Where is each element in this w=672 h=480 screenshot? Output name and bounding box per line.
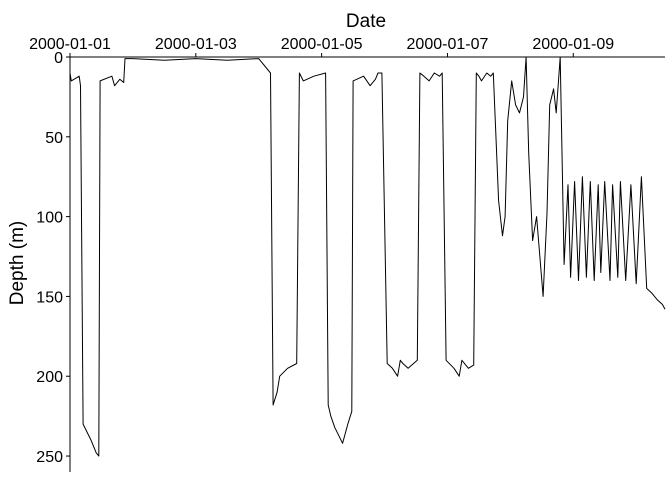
x-axis-ticks: 2000-01-01 2000-01-03 2000-01-05 2000-01-07… (29, 36, 614, 57)
y-axis-title: Depth (m) (7, 221, 28, 305)
y-tick-label: 200 (36, 369, 63, 386)
y-tick-label: 150 (36, 289, 63, 306)
y-tick-label: 0 (54, 50, 63, 67)
y-tick-label: 50 (45, 130, 63, 147)
x-axis-title: Date (346, 11, 386, 32)
x-tick-label: 2000-01-07 (407, 36, 489, 53)
y-axis-ticks: 0 50 100 150 200 250 (36, 50, 70, 466)
x-tick-label: 2000-01-09 (532, 36, 614, 53)
y-tick-label: 250 (36, 449, 63, 466)
x-tick-label: 2000-01-01 (29, 36, 111, 53)
plot-series-group (69, 56, 666, 457)
x-tick-label: 2000-01-03 (155, 36, 237, 53)
depth-series-line (69, 56, 666, 457)
y-tick-label: 100 (36, 210, 63, 227)
x-tick-label: 2000-01-05 (281, 36, 363, 53)
